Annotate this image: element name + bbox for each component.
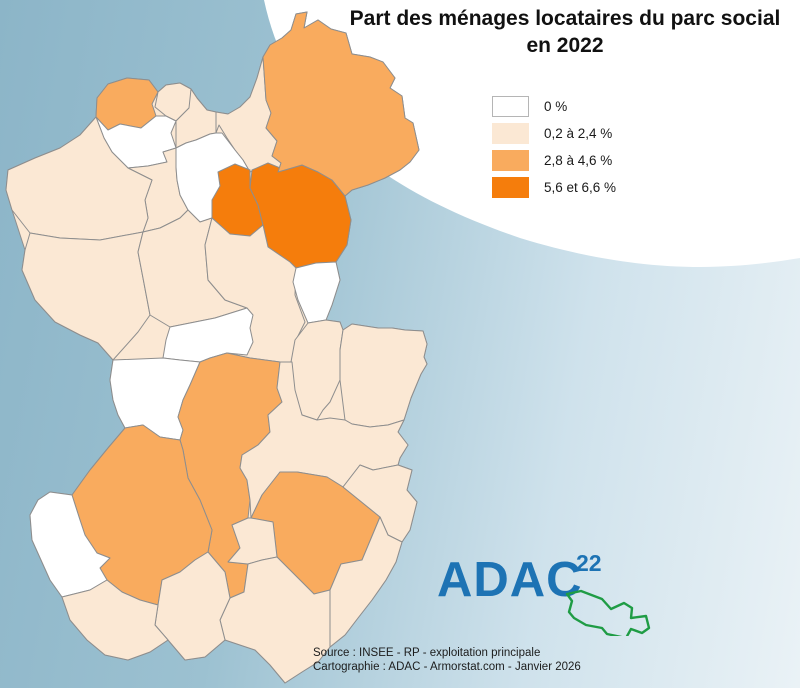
legend-label: 5,6 et 6,6 % [544, 179, 617, 195]
white-backdrop-shape [264, 0, 800, 267]
adac-logo-text: ADAC [437, 553, 583, 607]
legend-label: 2,8 à 4,6 % [544, 152, 613, 168]
commune-polygon [339, 323, 428, 428]
legend-swatch [492, 95, 529, 117]
commune-polygon [5, 116, 153, 241]
title-line-2: en 2022 [526, 34, 604, 57]
title-line-1: Part des ménages locataires du parc soci… [349, 7, 781, 30]
commune-polygon [342, 464, 418, 543]
legend-row: 0 % [492, 95, 616, 117]
legend-label: 0 % [544, 98, 568, 114]
legend-row: 5,6 et 6,6 % [492, 176, 616, 198]
source-line-2: Cartographie : ADAC - Armorstat.com - Ja… [313, 661, 581, 673]
dept22-outline-icon [565, 589, 651, 636]
commune-polygon [262, 11, 420, 197]
legend-row: 0,2 à 2,4 % [492, 122, 616, 144]
legend-label: 0,2 à 2,4 % [544, 125, 613, 141]
legend-swatch [492, 176, 529, 198]
legend: 0 % 0,2 à 2,4 % 2,8 à 4,6 % 5,6 et 6,6 % [492, 95, 616, 203]
commune-polygon [329, 516, 403, 648]
commune-polygon [21, 231, 151, 361]
legend-swatch [492, 149, 529, 171]
source-note: Source : INSEE - RP - exploitation princ… [313, 646, 581, 674]
commune-polygon [61, 579, 169, 661]
legend-row: 2,8 à 4,6 % [492, 149, 616, 171]
source-line-1: Source : INSEE - RP - exploitation princ… [313, 647, 541, 659]
adac-logo: ADAC 22 [437, 550, 667, 646]
adac-logo-superscript: 22 [576, 550, 602, 576]
commune-polygon [292, 261, 341, 324]
legend-swatch [492, 122, 529, 144]
page-title: Part des ménages locataires du parc soci… [330, 5, 800, 59]
